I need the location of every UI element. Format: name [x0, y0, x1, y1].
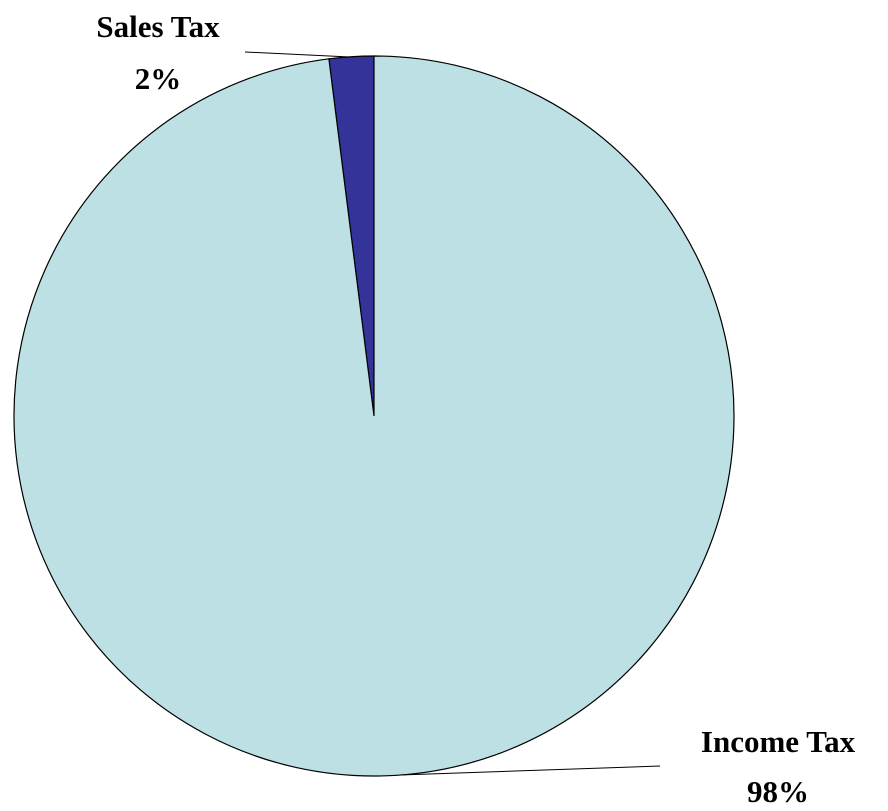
slice-label: Income Tax [701, 724, 856, 759]
leader-line [244, 51, 351, 58]
slice-label: Sales Tax [96, 9, 220, 44]
slice-value-label: 98% [747, 774, 809, 809]
slice-value-label: 2% [135, 61, 182, 96]
leader-line [399, 765, 661, 776]
pie-slice [13, 55, 735, 777]
